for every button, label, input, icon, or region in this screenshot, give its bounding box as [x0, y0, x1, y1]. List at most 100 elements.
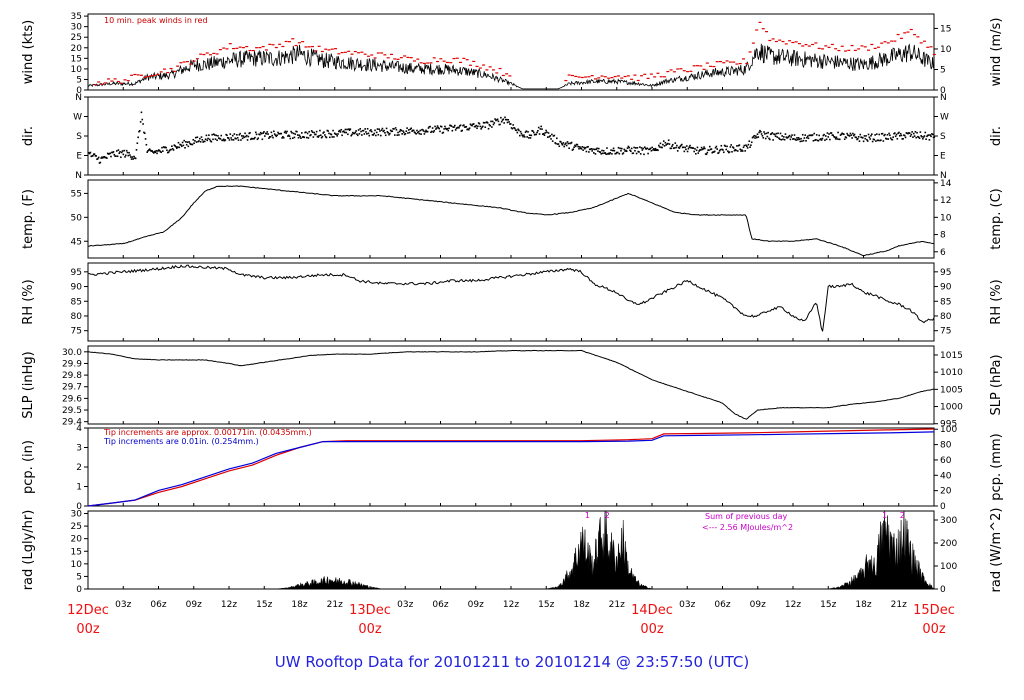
direction-point	[704, 147, 706, 150]
direction-point	[132, 158, 135, 160]
direction-point	[915, 136, 918, 139]
direction-point	[773, 133, 775, 135]
direction-point	[363, 133, 366, 135]
direction-point	[430, 130, 433, 133]
direction-point	[123, 149, 125, 152]
gust-mark	[659, 76, 663, 78]
direction-point	[784, 133, 787, 135]
gust-mark	[768, 39, 772, 42]
direction-point	[903, 134, 906, 137]
ytick-left-label: W	[73, 113, 82, 123]
ytick-left-label: 25	[71, 33, 82, 43]
direction-point	[649, 147, 652, 150]
direction-point	[210, 140, 213, 143]
direction-point	[513, 127, 515, 129]
ytick-left-label: E	[76, 152, 82, 162]
direction-point	[800, 137, 802, 140]
direction-point	[395, 128, 398, 131]
direction-point	[254, 131, 257, 134]
direction-point	[486, 122, 489, 124]
gust-mark	[843, 50, 847, 52]
direction-point	[918, 137, 921, 140]
direction-point	[667, 142, 669, 145]
direction-point	[238, 133, 241, 136]
ylabel-left: pcp. (in)	[21, 440, 36, 494]
direction-point	[814, 139, 816, 141]
direction-point	[756, 133, 759, 135]
direction-point	[719, 148, 722, 151]
direction-point	[739, 148, 742, 151]
direction-point	[227, 137, 230, 139]
direction-point	[256, 138, 259, 141]
direction-point	[804, 134, 806, 136]
direction-point	[875, 140, 877, 142]
direction-point	[352, 132, 355, 135]
gust-mark	[857, 48, 861, 50]
direction-point	[699, 149, 702, 151]
direction-point	[917, 136, 920, 139]
direction-point	[390, 130, 393, 133]
gust-mark	[699, 65, 703, 67]
direction-point	[305, 136, 308, 139]
direction-point	[644, 146, 646, 148]
direction-point	[588, 148, 591, 151]
direction-point	[579, 146, 581, 148]
direction-point	[245, 134, 248, 137]
direction-point	[554, 142, 556, 144]
gust-mark	[597, 77, 601, 79]
direction-point	[459, 124, 462, 127]
direction-point	[856, 138, 858, 141]
gust-mark	[130, 74, 134, 76]
direction-point	[537, 126, 540, 129]
direction-point	[473, 125, 476, 128]
direction-point	[414, 132, 417, 134]
ytick-left-label: 29.6	[62, 394, 82, 404]
direction-point	[549, 135, 552, 137]
direction-point	[698, 150, 700, 152]
direction-point	[236, 136, 239, 139]
direction-point	[563, 145, 566, 148]
ylabel-right: wind (m/s)	[989, 18, 1004, 87]
direction-point	[110, 155, 112, 158]
direction-point	[556, 137, 558, 140]
direction-point	[820, 138, 822, 140]
gust-mark	[491, 69, 495, 71]
direction-point	[907, 132, 909, 135]
direction-point	[358, 132, 361, 135]
gust-mark	[853, 49, 857, 52]
direction-point	[720, 144, 723, 147]
direction-point	[723, 144, 726, 147]
direction-point	[910, 133, 913, 136]
direction-point	[347, 133, 349, 136]
direction-point	[832, 134, 834, 137]
direction-point	[324, 135, 327, 138]
direction-point	[117, 149, 120, 151]
direction-point	[337, 133, 339, 135]
gust-mark	[429, 62, 433, 64]
direction-point	[608, 153, 611, 155]
direction-point	[200, 136, 203, 138]
direction-point	[717, 152, 719, 155]
direction-point	[115, 155, 117, 158]
direction-point	[289, 137, 292, 140]
ytick-right-label: 100	[940, 562, 957, 572]
gust-mark	[297, 42, 301, 44]
direction-point	[147, 149, 149, 152]
direction-point	[505, 118, 508, 121]
gust-mark	[623, 75, 627, 78]
direction-point	[324, 134, 326, 136]
direction-point	[861, 136, 863, 139]
direction-point	[172, 149, 175, 151]
direction-point	[736, 145, 738, 147]
direction-point	[391, 130, 394, 133]
direction-point	[902, 138, 904, 140]
direction-point	[866, 140, 869, 142]
direction-point	[780, 138, 783, 141]
direction-point	[630, 147, 633, 150]
direction-point	[141, 118, 144, 121]
gust-mark	[327, 49, 331, 51]
direction-point	[196, 136, 199, 139]
direction-point	[444, 125, 446, 128]
gust-mark	[228, 43, 232, 45]
direction-point	[469, 123, 472, 126]
